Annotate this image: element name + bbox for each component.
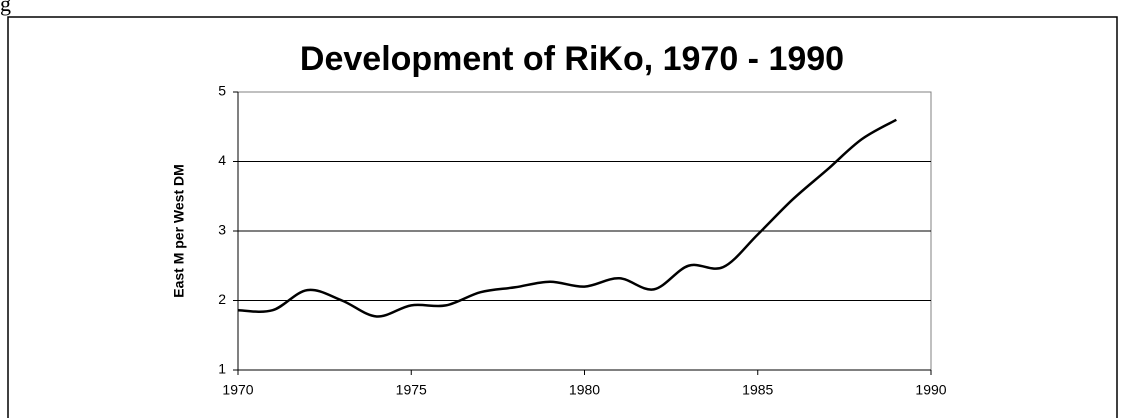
data-line	[237, 118, 897, 318]
y-tick-label: 3	[218, 222, 226, 238]
y-axis-label: East M per West DM	[171, 164, 187, 298]
y-tick-label: 1	[218, 361, 226, 377]
caption-fragment: g	[0, 0, 11, 16]
chart-title: Development of RiKo, 1970 - 1990	[300, 40, 844, 78]
y-tick-label: 4	[218, 152, 226, 168]
x-tick-label: 1985	[742, 382, 773, 398]
chart-frame	[7, 16, 1118, 418]
y-tick-label: 5	[218, 83, 226, 99]
x-tick-label: 1970	[222, 382, 253, 398]
x-tick-label: 1980	[569, 382, 600, 398]
x-tick-label: 1990	[915, 382, 946, 398]
x-tick-label: 1975	[396, 382, 427, 398]
y-tick-label: 2	[218, 291, 226, 307]
